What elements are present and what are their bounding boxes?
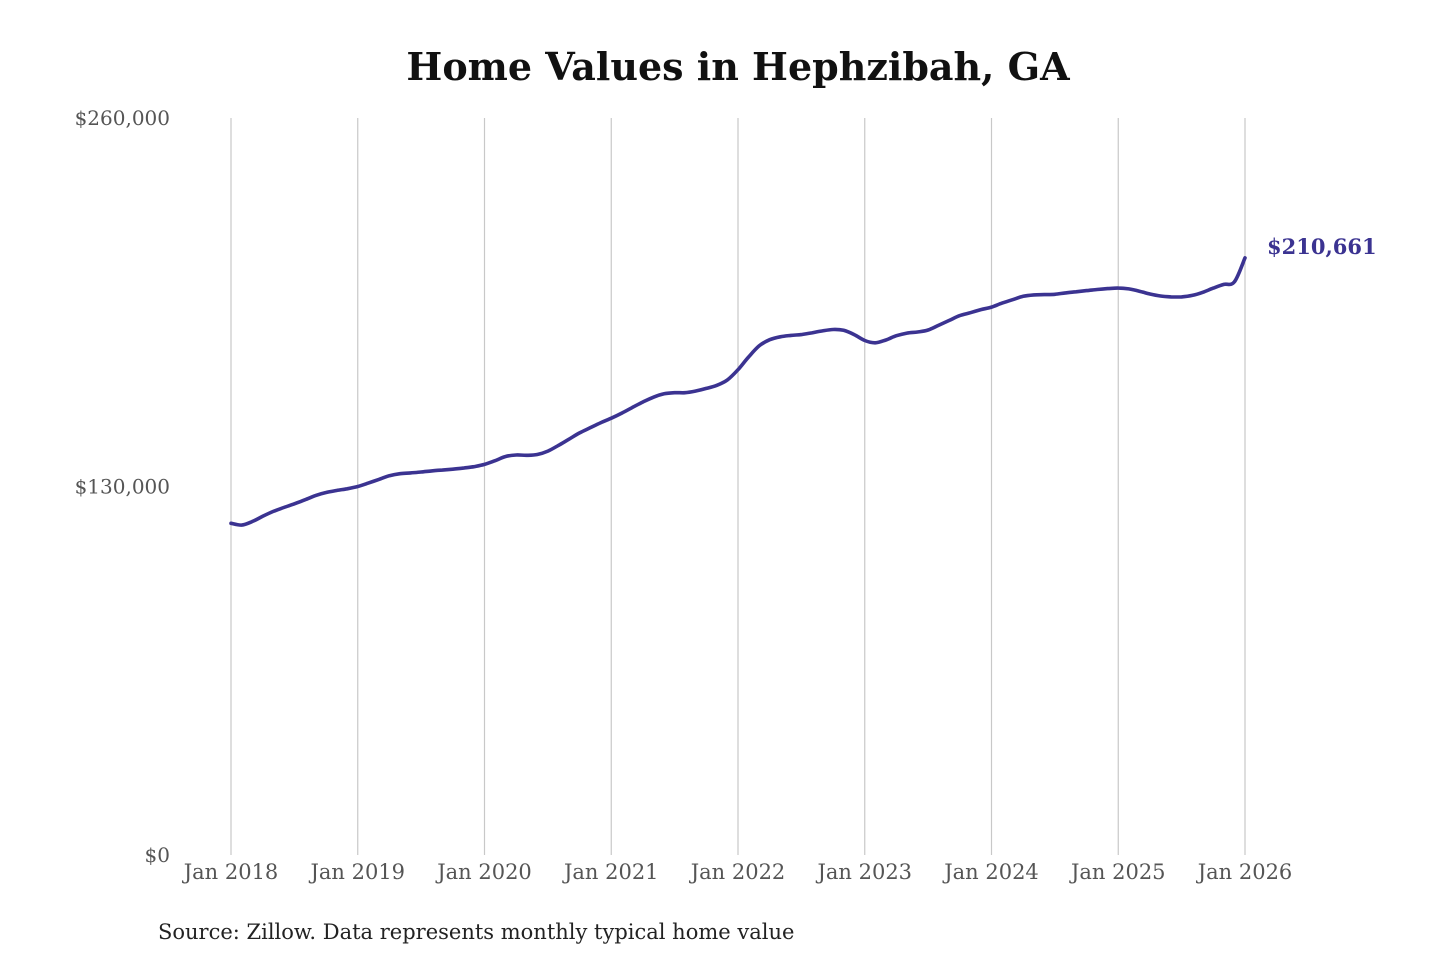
x-tick-label: Jan 2018	[182, 860, 279, 884]
y-tick-label: $130,000	[75, 475, 170, 499]
x-tick-label: Jan 2026	[1196, 860, 1293, 884]
x-tick-label: Jan 2020	[435, 860, 532, 884]
x-tick-label: Jan 2025	[1069, 860, 1166, 884]
x-tick-label: Jan 2022	[689, 860, 786, 884]
x-tick-label: Jan 2021	[562, 860, 659, 884]
x-tick-label: Jan 2019	[308, 860, 405, 884]
home-value-series-line	[229, 256, 1247, 527]
vertical-gridlines	[230, 118, 1246, 855]
x-tick-label: Jan 2024	[942, 860, 1039, 884]
y-axis-ticks: $260,000 $130,000 $0	[75, 106, 170, 867]
latest-value-label: $210,661	[1267, 234, 1377, 259]
chart-source-note: Source: Zillow. Data represents monthly …	[158, 920, 794, 944]
x-tick-label: Jan 2023	[815, 860, 912, 884]
y-tick-label: $0	[145, 843, 170, 867]
x-axis-ticks: Jan 2018 Jan 2019 Jan 2020 Jan 2021 Jan 2022…	[182, 860, 1293, 884]
y-tick-label: $260,000	[75, 106, 170, 130]
chart-title: Home Values in Hephzibah, GA	[406, 44, 1070, 89]
